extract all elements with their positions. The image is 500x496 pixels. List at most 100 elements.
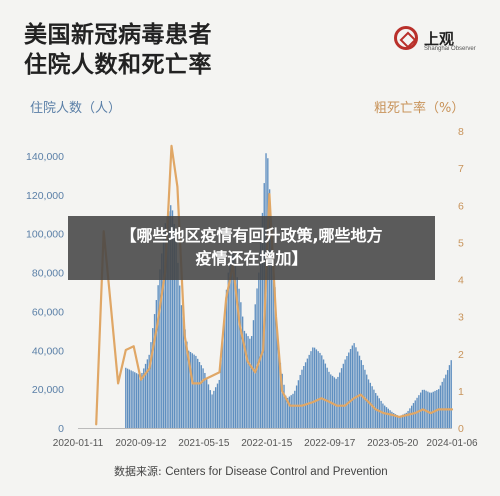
hospitalization-bar (229, 263, 231, 428)
hospitalization-bar (128, 369, 131, 428)
hospitalization-bar (357, 351, 359, 428)
hospitalization-bar (254, 304, 256, 428)
logo-icon (394, 26, 418, 50)
hospitalization-bar (376, 395, 379, 428)
hospitalization-bar (439, 385, 442, 428)
hospitalization-bar (245, 333, 247, 428)
hospitalization-bar (407, 410, 409, 428)
hospitalization-bar (218, 379, 220, 428)
hospitalization-bar (268, 189, 271, 428)
hospitalization-bar (450, 360, 452, 428)
logo-name: 上观 (424, 30, 455, 48)
hospitalization-bar (215, 387, 217, 428)
hospitalization-bar (175, 240, 177, 428)
hospitalization-bar (272, 253, 274, 428)
hospitalization-bar (394, 414, 397, 428)
hospitalization-bar (331, 375, 334, 428)
hospitalization-bar (256, 288, 258, 428)
overlay-banner[interactable]: 【哪些地区疫情有回升政策,哪些地方 疫情还在增加】 (68, 216, 435, 280)
banner-line-1: 【哪些地区疫情有回升政策,哪些地方 (120, 226, 383, 245)
hospitalization-bar (161, 253, 163, 428)
hospitalization-bar (297, 380, 300, 428)
hospitalization-bar (410, 405, 413, 428)
source-value: Centers for Disease Control and Preventi… (165, 466, 388, 478)
hospitalization-bar (322, 359, 325, 428)
hospitalization-bar (303, 366, 305, 428)
hospitalization-bar (204, 372, 206, 428)
hospitalization-bar (152, 328, 154, 428)
hospitalization-bar (306, 358, 309, 428)
hospitalization-bar (384, 405, 386, 428)
hospitalization-bar (342, 363, 345, 428)
hospitalization-bar (344, 359, 346, 428)
hospitalization-bar (412, 403, 415, 428)
hospitalization-bar (367, 379, 370, 428)
hospitalization-bar (425, 390, 427, 428)
right-tick-label: 8 (458, 126, 464, 138)
hospitalization-bar (304, 362, 307, 428)
hospitalization-bar (315, 349, 318, 428)
hospitalization-bar (130, 370, 132, 428)
hospitalization-bar (197, 358, 199, 428)
hospitalization-bar (243, 330, 246, 428)
hospitalization-bar (283, 384, 285, 428)
hospitalization-bar (182, 317, 184, 428)
x-tick-label: 2023-05-20 (367, 438, 419, 449)
hospitalization-bar (409, 408, 411, 428)
hospitalization-bar (448, 365, 451, 428)
hospitalization-bar (184, 329, 186, 428)
hospitalization-bar (137, 374, 140, 428)
hospitalization-bar (292, 393, 294, 428)
left-tick-label: 120,000 (26, 190, 64, 202)
hospitalization-bar (285, 395, 287, 428)
hospitalization-bar (353, 343, 355, 428)
hospitalization-bar (150, 342, 152, 428)
banner-line-2: 疫情还在增加】 (195, 249, 308, 268)
x-tick-label: 2020-01-11 (53, 438, 104, 449)
hospitalization-bar (398, 416, 400, 428)
hospitalization-bar (135, 373, 138, 428)
hospitalization-bar (274, 287, 276, 428)
hospitalization-bar (252, 320, 255, 428)
hospitalization-bar (349, 349, 352, 428)
logo-subtitle: Shanghai Observer (424, 46, 476, 52)
hospitalization-bar (179, 285, 181, 428)
source-label: 数据来源: (114, 465, 162, 478)
hospitalization-bar (317, 351, 319, 428)
hospitalization-bar (393, 413, 395, 428)
hospitalization-bar (428, 392, 431, 428)
hospitalization-bar (213, 390, 215, 428)
hospitalization-bar (427, 391, 429, 428)
hospitalization-bar (434, 390, 436, 428)
hospitalization-bar (391, 411, 393, 428)
hospitalization-bar (402, 414, 404, 428)
hospitalization-bar (319, 352, 321, 428)
right-tick-label: 4 (458, 275, 464, 287)
hospitalization-bar (180, 305, 183, 428)
right-tick-label: 6 (458, 200, 464, 212)
title-line-1: 美国新冠病毒患者 (24, 22, 212, 48)
hospitalization-bar (382, 403, 384, 428)
hospitalization-bar (299, 374, 301, 428)
hospitalization-bar (209, 390, 211, 428)
hospitalization-bar (223, 312, 226, 428)
hospitalization-bar (443, 378, 445, 428)
hospitalization-bar (250, 336, 253, 428)
hospitalization-bar (387, 408, 389, 428)
hospitalization-bar (141, 372, 143, 428)
hospitalization-bar (188, 350, 190, 428)
hospitalization-bar (258, 272, 260, 428)
hospitalization-bar (385, 407, 388, 428)
hospitalization-bar (170, 205, 172, 428)
right-tick-label: 2 (458, 349, 464, 361)
hospitalization-bar (281, 373, 283, 428)
x-tick-label: 2024-01-06 (426, 438, 478, 449)
right-tick-label: 3 (458, 312, 464, 324)
hospitalization-bar (389, 410, 391, 428)
hospitalization-bar (286, 397, 289, 428)
hospitalization-bar (236, 277, 238, 428)
hospitalization-bar (403, 413, 406, 428)
right-axis-title: 粗死亡率（%） (374, 101, 465, 116)
hospitalization-bar (232, 254, 235, 428)
hospitalization-bar (186, 341, 188, 428)
